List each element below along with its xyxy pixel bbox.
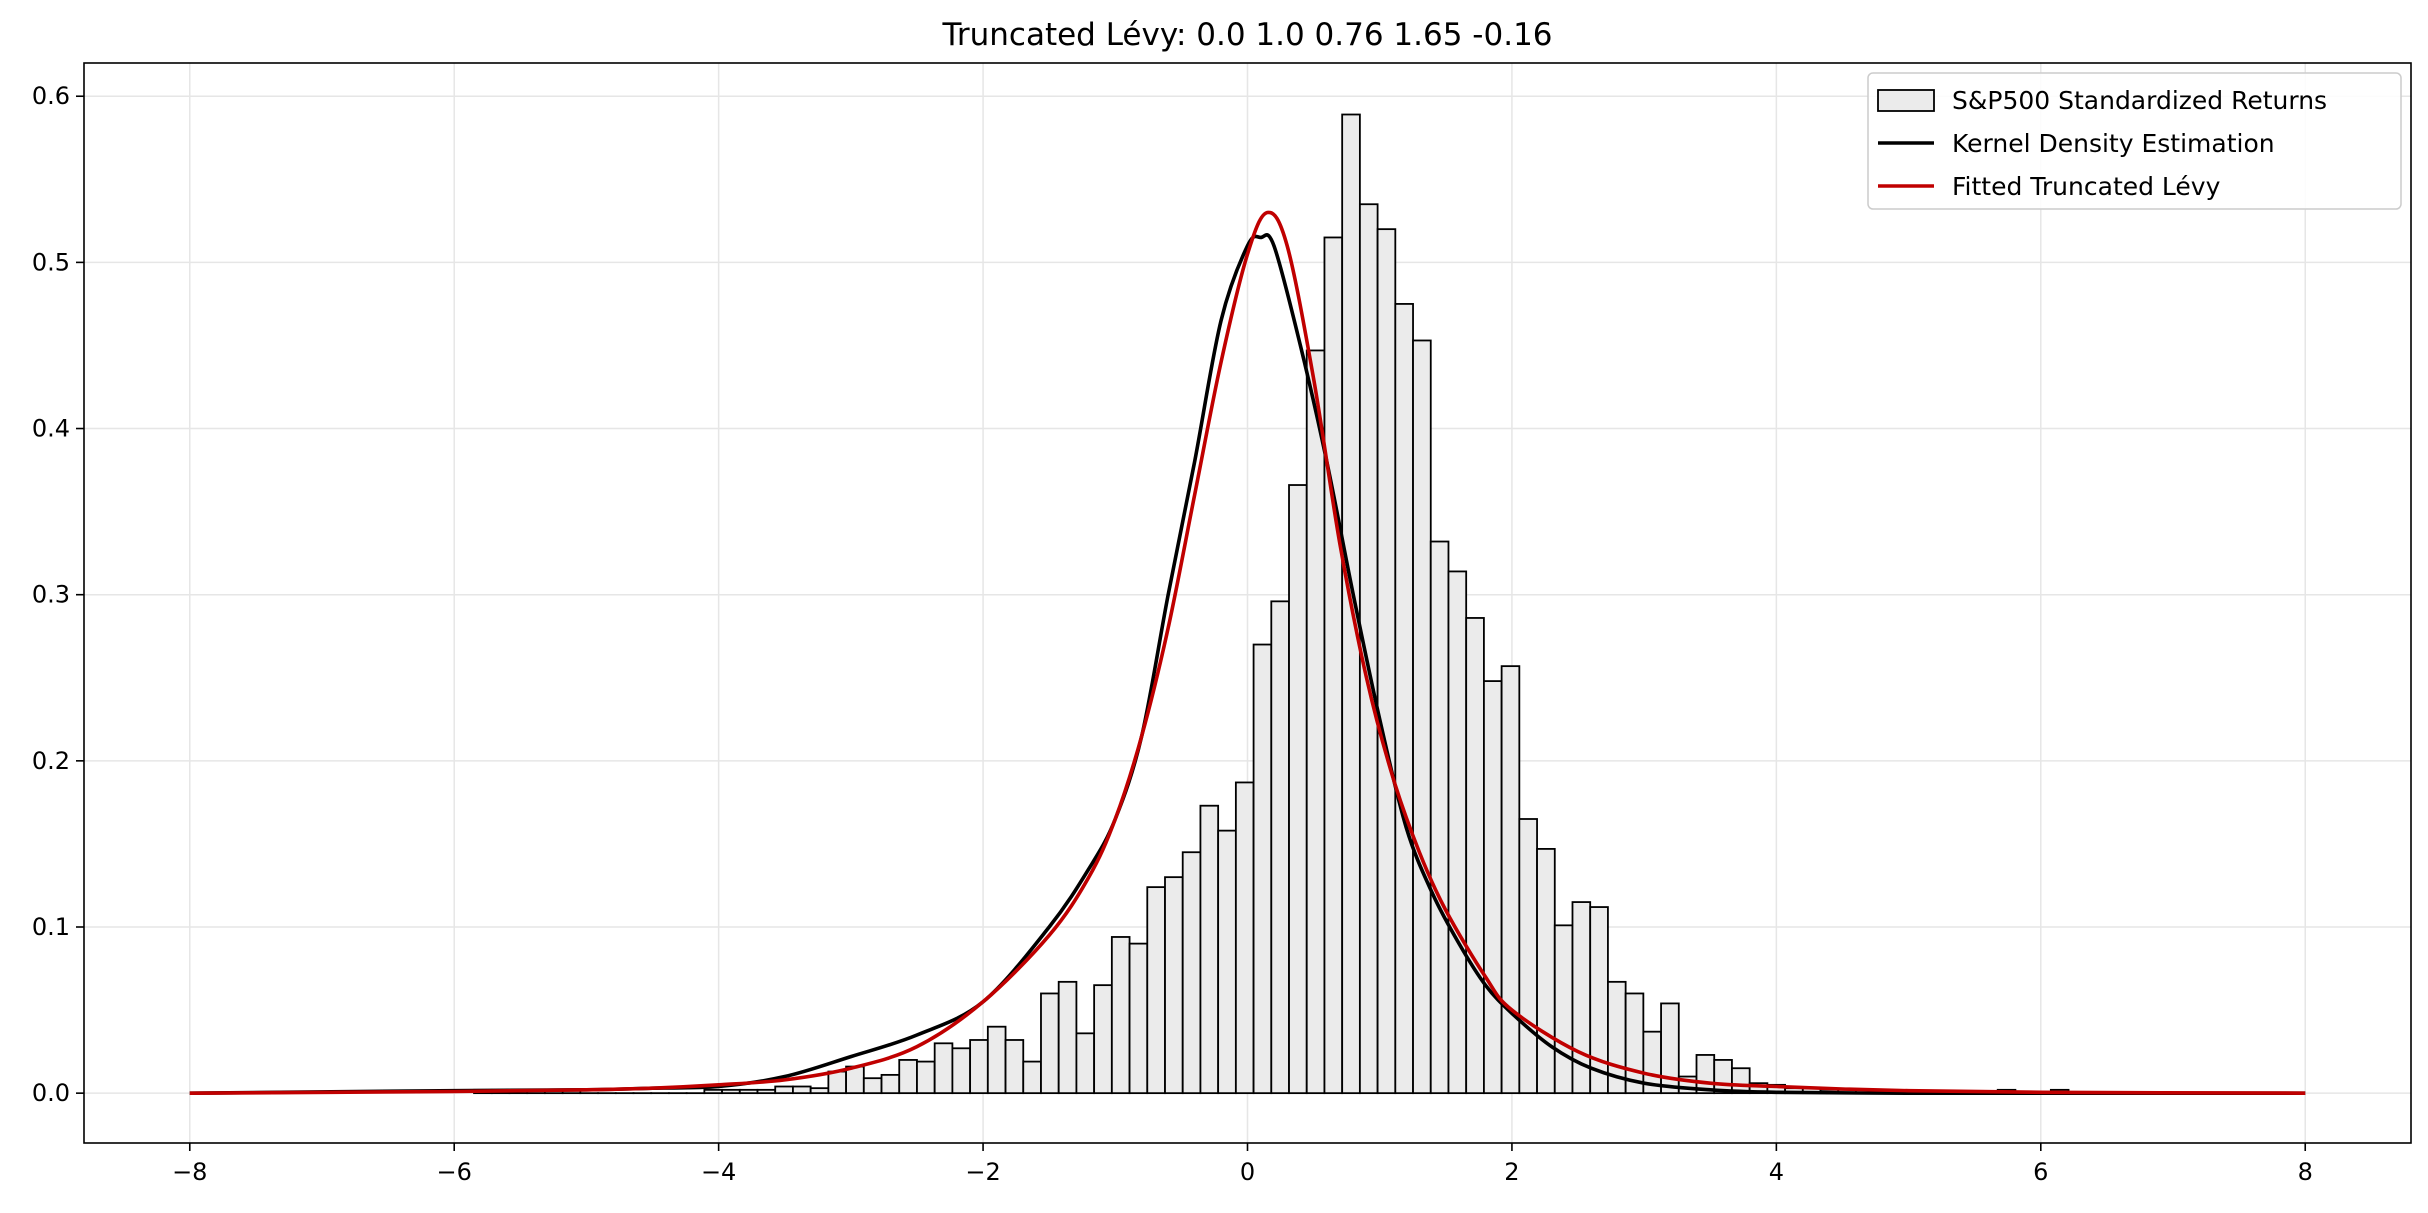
histogram-bar — [1555, 925, 1573, 1093]
histogram-bar — [970, 1040, 988, 1093]
histogram-bar — [1236, 782, 1254, 1093]
histogram-bar — [1006, 1040, 1024, 1093]
histogram-bar — [935, 1043, 953, 1093]
y-tick-label: 0.4 — [32, 415, 70, 443]
histogram-bar — [988, 1027, 1006, 1093]
histogram-bar — [1360, 204, 1378, 1093]
histogram-bar — [1519, 819, 1537, 1093]
x-tick-label: 2 — [1504, 1158, 1519, 1186]
histogram-bar — [1378, 229, 1396, 1093]
x-tick-label: 6 — [2033, 1158, 2048, 1186]
chart-title: Truncated Lévy: 0.0 1.0 0.76 1.65 -0.16 — [941, 17, 1552, 53]
histogram-bar — [775, 1087, 793, 1094]
legend: S&P500 Standardized Returns Kernel Densit… — [1868, 73, 2401, 209]
histogram-bar — [952, 1048, 970, 1093]
histogram-bar — [1466, 618, 1484, 1093]
histogram-bar — [811, 1088, 829, 1093]
y-tick-label: 0.6 — [32, 82, 70, 110]
histogram-bar — [1324, 237, 1342, 1093]
histogram-bar — [1218, 831, 1236, 1094]
histogram-bar — [1059, 982, 1077, 1093]
x-tick-label: 4 — [1769, 1158, 1784, 1186]
histogram-bar — [1502, 666, 1520, 1093]
x-tick-label: −2 — [965, 1158, 1000, 1186]
y-tick-label: 0.2 — [32, 747, 70, 775]
y-tick-label: 0.5 — [32, 248, 70, 276]
histogram-bar — [1130, 944, 1148, 1094]
histogram-bar — [722, 1090, 740, 1093]
histogram-bar — [793, 1087, 811, 1094]
histogram-bar — [1076, 1033, 1094, 1093]
histogram-bar — [1484, 681, 1502, 1093]
x-tick-label: 8 — [2298, 1158, 2313, 1186]
histogram-bar — [1413, 340, 1431, 1093]
histogram-bar — [1431, 542, 1449, 1094]
x-tick-label: −8 — [172, 1158, 207, 1186]
histogram-bar — [864, 1078, 882, 1093]
histogram-bar — [899, 1060, 917, 1093]
y-tick-label: 0.3 — [32, 581, 70, 609]
x-tick-label: 0 — [1240, 1158, 1255, 1186]
histogram-bar — [1714, 1060, 1732, 1093]
y-tick-label: 0.0 — [32, 1079, 70, 1107]
y-tick-label: 0.1 — [32, 913, 70, 941]
histogram-bar — [1041, 993, 1059, 1093]
histogram-bar — [1271, 601, 1289, 1093]
histogram-bar — [758, 1090, 776, 1093]
legend-patch-histogram — [1878, 90, 1934, 111]
histogram-bar — [1147, 887, 1165, 1093]
histogram-bar — [1395, 304, 1413, 1093]
histogram-bar — [828, 1072, 846, 1094]
histogram-bar — [1094, 985, 1112, 1093]
histogram-bar — [1165, 877, 1183, 1093]
histogram-bar — [1023, 1062, 1041, 1094]
legend-label: S&P500 Standardized Returns — [1952, 86, 2327, 115]
histogram-bar — [704, 1090, 722, 1093]
histogram-bar — [1183, 852, 1201, 1093]
histogram-bar — [1254, 645, 1272, 1094]
histogram-bar — [1200, 806, 1218, 1093]
x-tick-label: −4 — [701, 1158, 736, 1186]
histogram-bar — [1590, 907, 1608, 1093]
histogram-bar — [1537, 849, 1555, 1093]
histogram-bar — [917, 1062, 935, 1094]
histogram-bar — [1448, 571, 1466, 1093]
histogram-bar — [882, 1075, 900, 1093]
legend-label: Fitted Truncated Lévy — [1952, 172, 2221, 201]
histogram-bar — [1307, 350, 1325, 1093]
histogram-bar — [1289, 485, 1307, 1093]
histogram-bar — [740, 1090, 758, 1093]
x-tick-label: −6 — [437, 1158, 472, 1186]
legend-label: Kernel Density Estimation — [1952, 129, 2275, 158]
histogram-bar — [1112, 937, 1130, 1093]
